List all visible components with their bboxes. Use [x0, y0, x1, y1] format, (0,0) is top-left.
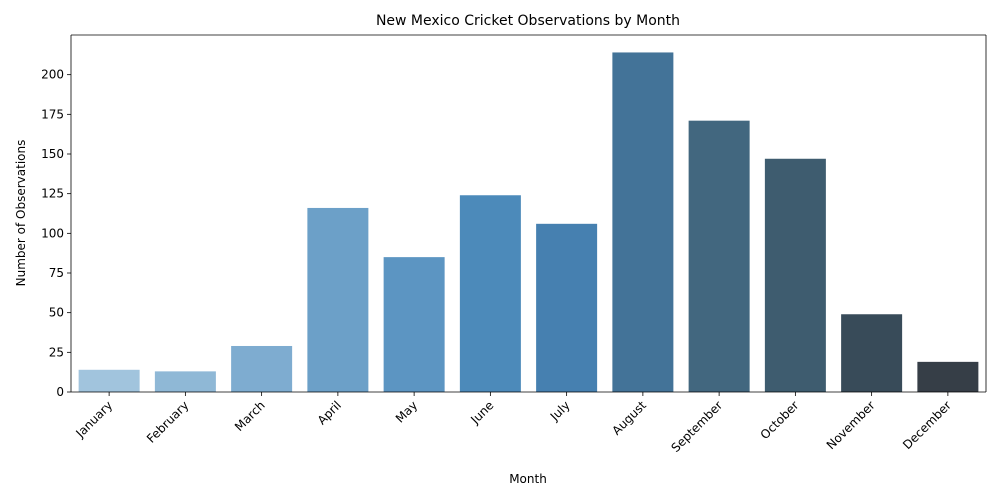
x-tick-label: February — [144, 398, 192, 446]
bar-november — [841, 314, 903, 392]
x-tick-label: January — [72, 398, 115, 441]
y-tick-label: 200 — [41, 68, 64, 82]
bar-january — [78, 369, 140, 392]
x-tick-label: December — [900, 398, 954, 452]
y-tick-label: 125 — [41, 187, 64, 201]
y-tick-label: 150 — [41, 147, 64, 161]
y-tick-label: 175 — [41, 107, 64, 121]
bar-august — [612, 52, 674, 392]
y-tick-label: 100 — [41, 226, 64, 240]
x-axis: January February March April May June July Augu… — [72, 392, 954, 455]
y-tick-label: 50 — [49, 306, 64, 320]
bar-june — [459, 195, 521, 392]
bar-march — [231, 345, 293, 392]
chart-title: New Mexico Cricket Observations by Month — [376, 13, 680, 29]
bar-may — [383, 257, 445, 392]
x-tick-label: July — [547, 398, 573, 424]
y-tick-label: 75 — [49, 266, 64, 280]
y-axis-title: Number of Observations — [14, 140, 28, 287]
y-tick-label: 25 — [49, 345, 64, 359]
x-tick-label: September — [668, 398, 725, 455]
bar-september — [688, 120, 750, 393]
bar-december — [917, 361, 979, 392]
x-tick-label: June — [467, 398, 496, 427]
x-tick-label: October — [758, 398, 802, 442]
x-tick-label: March — [232, 398, 268, 434]
x-axis-title: Month — [509, 472, 547, 486]
y-tick-label: 0 — [56, 385, 64, 399]
bars-group — [78, 52, 979, 393]
y-axis: 0 25 50 75 100 125 150 175 200 — [41, 68, 71, 399]
bar-february — [154, 371, 216, 392]
bar-july — [536, 223, 598, 392]
bar-april — [307, 207, 369, 392]
x-tick-label: August — [609, 398, 649, 438]
x-tick-label: November — [824, 398, 878, 452]
x-tick-label: May — [393, 398, 420, 425]
x-tick-label: April — [315, 398, 344, 427]
bar-october — [764, 158, 826, 392]
